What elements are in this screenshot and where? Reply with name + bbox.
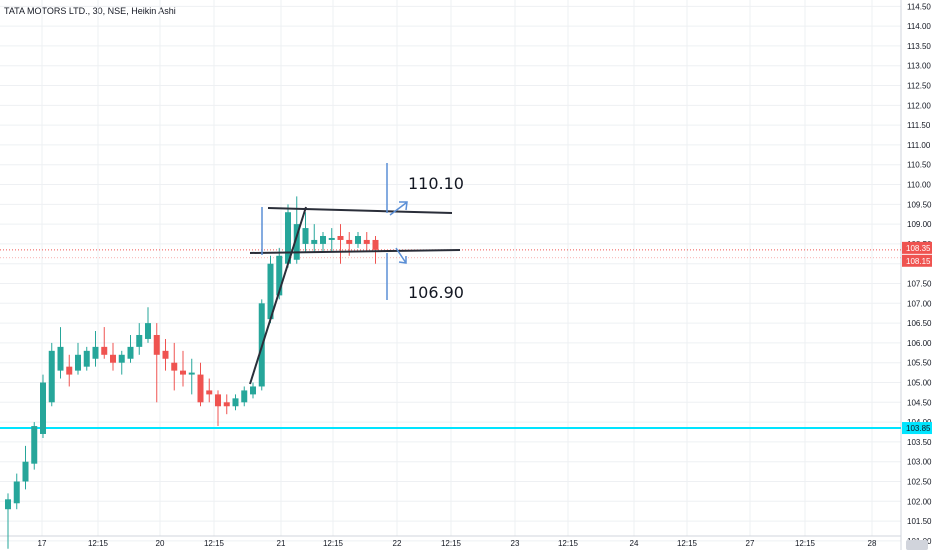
- candle-body: [145, 323, 151, 339]
- candle-body: [66, 366, 73, 375]
- candle-body: [355, 235, 361, 244]
- candle-body: [363, 239, 370, 244]
- candle-body: [136, 334, 143, 347]
- candle-body: [337, 235, 344, 240]
- time-axis-scroll-handle[interactable]: [906, 540, 928, 550]
- candle-body: [110, 354, 116, 363]
- y-tick-label: 113.50: [907, 42, 931, 51]
- x-tick-label: 22: [393, 539, 402, 548]
- y-tick-label: 103.50: [907, 438, 932, 447]
- chart-title: TATA MOTORS LTD., 30, NSE, Heikin Ashi: [4, 6, 176, 16]
- candle-body: [83, 350, 90, 367]
- y-tick-label: 112.00: [907, 101, 931, 110]
- candle-body: [22, 461, 29, 482]
- candle-body: [215, 394, 221, 407]
- y-tick-label: 112.50: [907, 82, 931, 91]
- price-badge: [902, 241, 932, 254]
- y-tick-label: 107.50: [907, 280, 932, 289]
- candle-body: [293, 224, 300, 260]
- flagpole-trendline[interactable]: [249, 206, 307, 385]
- y-tick-label: 103.00: [907, 458, 932, 467]
- y-tick-label: 111.50: [907, 121, 931, 130]
- y-tick-label: 110.50: [907, 161, 931, 170]
- y-tick-label: 104.50: [907, 398, 932, 407]
- x-tick-label: 12:15: [88, 539, 109, 548]
- x-tick-label: 12:15: [677, 539, 698, 548]
- candle-body: [92, 346, 99, 359]
- y-tick-label: 102.50: [907, 477, 932, 486]
- candle-body: [372, 239, 379, 250]
- x-tick-label: 12:15: [441, 539, 462, 548]
- candle-body: [118, 354, 125, 363]
- support-price-badge: [902, 422, 932, 435]
- y-tick-label: 106.00: [907, 339, 932, 348]
- candle-body: [180, 370, 186, 375]
- candle-body: [171, 362, 178, 371]
- y-tick-label: 114.50: [907, 2, 931, 11]
- y-tick-label: 113.00: [907, 62, 931, 71]
- y-tick-label: 101.50: [907, 517, 932, 526]
- y-tick-label: 111.00: [907, 141, 931, 150]
- upper-channel-line[interactable]: [267, 207, 453, 214]
- y-tick-label: 105.00: [907, 379, 932, 388]
- y-tick-label: 102.00: [907, 497, 932, 506]
- candle-body: [241, 390, 248, 403]
- candle-body: [302, 228, 309, 244]
- candle-body: [206, 390, 213, 395]
- candle-body: [223, 402, 230, 407]
- candle-body: [75, 354, 81, 371]
- candle-body: [250, 386, 256, 395]
- y-tick-label: 110.00: [907, 181, 931, 190]
- candle-body: [162, 350, 169, 359]
- x-tick-label: 23: [511, 539, 520, 548]
- x-tick-label: 21: [277, 539, 286, 548]
- candle-body: [197, 374, 204, 403]
- candle-body: [320, 235, 326, 244]
- candle-body: [346, 239, 353, 244]
- x-tick-label: 17: [38, 539, 47, 548]
- candle-body: [232, 398, 239, 407]
- candle-body: [101, 346, 108, 355]
- x-tick-label: 28: [868, 539, 877, 548]
- candle-body: [276, 255, 283, 296]
- y-tick-label: 105.50: [907, 359, 932, 368]
- price-badge: [902, 254, 932, 267]
- breakout-down-arrow-icon: [395, 247, 407, 264]
- candle-body: [31, 426, 38, 464]
- x-tick-label: 12:15: [323, 539, 344, 548]
- candle-body: [57, 346, 64, 371]
- y-tick-label: 107.00: [907, 299, 932, 308]
- y-tick-label: 109.00: [907, 220, 932, 229]
- candle-body: [328, 237, 335, 240]
- candle-body: [311, 239, 318, 244]
- price-badge-label: 108.35: [906, 244, 931, 253]
- target-up-label: 110.10: [408, 174, 464, 193]
- y-tick-label: 109.50: [907, 200, 932, 209]
- y-tick-label: 106.50: [907, 319, 932, 328]
- x-tick-label: 12:15: [204, 539, 225, 548]
- y-tick-label: 114.00: [907, 22, 931, 31]
- candle-body: [127, 346, 134, 359]
- breakout-up-arrow-icon: [389, 201, 408, 216]
- x-tick-label: 24: [630, 539, 639, 548]
- candle-body: [267, 263, 274, 320]
- x-tick-label: 20: [156, 539, 165, 548]
- support-price-label: 103.85: [906, 424, 931, 433]
- x-tick-label: 12:15: [558, 539, 579, 548]
- candle-body: [5, 499, 11, 510]
- candle-body: [48, 350, 55, 403]
- price-badge-label: 108.15: [906, 257, 931, 266]
- candle-body: [188, 372, 195, 375]
- target-down-label: 106.90: [408, 283, 464, 302]
- x-tick-label: 12:15: [795, 539, 816, 548]
- candle-body: [40, 382, 46, 434]
- candle-body: [153, 334, 160, 355]
- lower-channel-line[interactable]: [249, 249, 461, 254]
- x-tick-label: 27: [746, 539, 755, 548]
- candle-body: [285, 212, 291, 264]
- candle-body: [13, 481, 20, 504]
